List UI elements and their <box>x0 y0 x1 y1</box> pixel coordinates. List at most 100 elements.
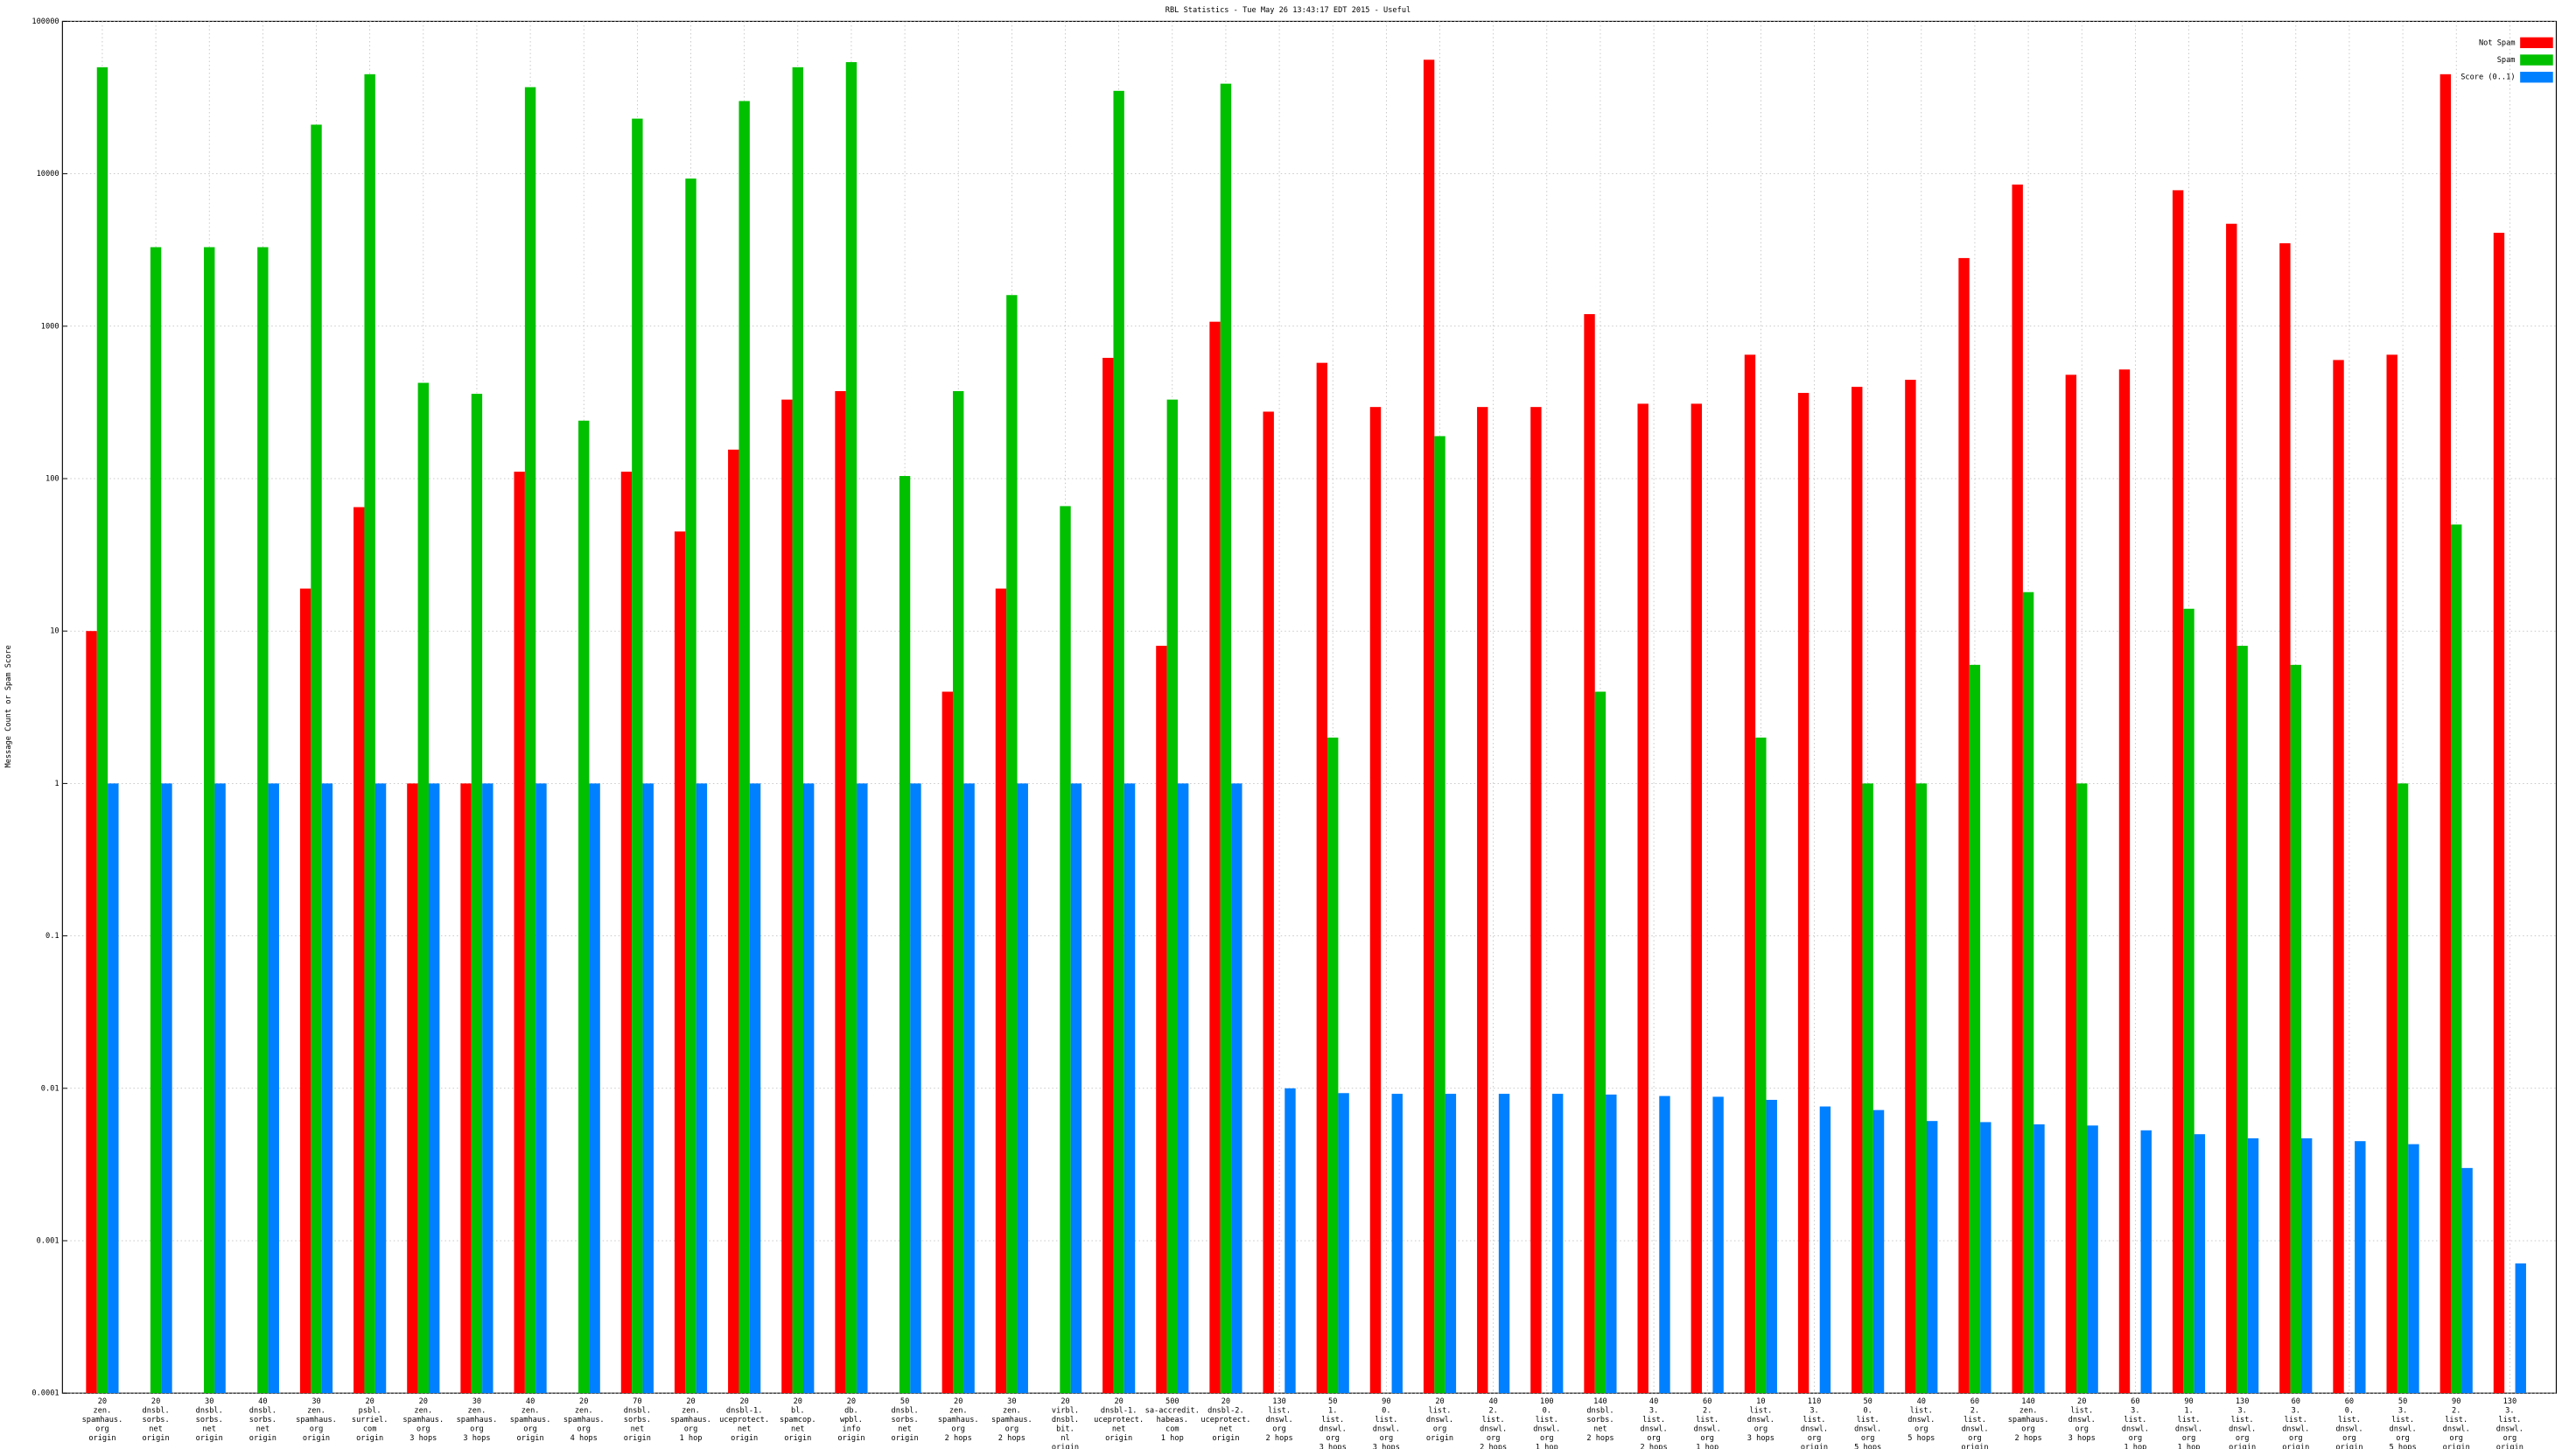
x-tick-label: 5 hops <box>1854 1444 1881 1449</box>
x-tick-label: list. <box>1964 1416 1986 1424</box>
x-tick-label: 20 <box>1114 1397 1123 1406</box>
x-tick-label: 20 <box>739 1397 748 1406</box>
bar <box>2386 354 2398 1394</box>
x-tick-label: zen. <box>414 1407 432 1416</box>
bar <box>1124 783 1136 1394</box>
x-tick-label: origin <box>2496 1444 2524 1449</box>
x-tick-label: 20 <box>365 1397 374 1406</box>
x-tick-label: sorbs. <box>196 1416 223 1424</box>
bar <box>1209 321 1221 1394</box>
x-tick-label: list. <box>2338 1416 2361 1424</box>
bar <box>2226 223 2237 1394</box>
bar <box>642 783 654 1394</box>
bar <box>2140 1130 2152 1394</box>
x-tick-label: 50 <box>900 1397 909 1406</box>
bar <box>2247 1138 2259 1394</box>
x-tick-label: 2 hops <box>1641 1444 1668 1449</box>
legend-swatch <box>2520 54 2553 66</box>
x-tick-label: dnswl. <box>2282 1425 2309 1434</box>
x-tick-label: 30 <box>205 1397 214 1406</box>
x-tick-label: list. <box>2285 1416 2307 1424</box>
bar <box>1263 411 1274 1394</box>
x-tick-label: dnswl. <box>2335 1425 2362 1434</box>
bar <box>1958 257 1970 1394</box>
x-tick-label: 3 hops <box>410 1434 437 1443</box>
x-tick-label: 3 hops <box>1747 1434 1774 1443</box>
x-tick-label: origin <box>837 1434 864 1443</box>
legend-label: Spam <box>2497 56 2516 65</box>
bar <box>1113 90 1124 1394</box>
x-tick-label: 30 <box>472 1397 481 1406</box>
x-tick-label: list. <box>1482 1416 1505 1424</box>
bar <box>1477 407 1488 1394</box>
x-tick-label: 3. <box>2292 1407 2300 1416</box>
x-tick-label: list. <box>2231 1416 2254 1424</box>
y-tick-label: 10000 <box>37 170 60 178</box>
x-tick-label: net <box>631 1425 645 1434</box>
x-tick-label: 20 <box>579 1397 588 1406</box>
x-tick-label: db. <box>844 1407 858 1416</box>
bar <box>963 783 975 1394</box>
x-tick-label: org <box>2289 1434 2303 1443</box>
x-tick-label: 40 <box>1917 1397 1926 1406</box>
x-tick-label: 50 <box>2398 1397 2407 1406</box>
x-tick-label: spamcop. <box>780 1416 816 1424</box>
x-tick-label: org <box>2503 1434 2517 1443</box>
x-tick-label: 20 <box>794 1397 802 1406</box>
chart-title: RBL Statistics - Tue May 26 13:43:17 EDT… <box>1166 6 1410 15</box>
x-tick-label: 1 hop <box>2178 1444 2201 1449</box>
x-tick-label: 140 <box>2021 1397 2035 1406</box>
x-tick-label: org <box>1433 1425 1447 1434</box>
x-tick-label: 2. <box>1970 1407 1979 1416</box>
x-tick-label: 3. <box>1649 1407 1658 1416</box>
x-tick-label: origin <box>249 1434 276 1443</box>
bar <box>2022 592 2034 1394</box>
x-tick-label: net <box>256 1425 270 1434</box>
bar <box>514 472 525 1394</box>
x-tick-label: 60 <box>1703 1397 1712 1406</box>
x-tick-label: list. <box>2124 1416 2146 1424</box>
x-tick-label: 1 hop <box>1536 1444 1558 1449</box>
x-tick-label: uceprotect. <box>719 1416 769 1424</box>
x-tick-label: org <box>1700 1434 1714 1443</box>
bar <box>2076 783 2088 1394</box>
x-tick-label: 110 <box>1808 1397 1822 1406</box>
x-tick-label: org <box>2449 1434 2463 1443</box>
x-tick-label: 40 <box>1488 1397 1497 1406</box>
bar <box>2461 1167 2473 1394</box>
bar <box>1969 664 1981 1394</box>
x-tick-label: list. <box>1910 1407 1933 1416</box>
y-tick-label: 1000 <box>41 322 60 331</box>
x-tick-label: 3. <box>2237 1407 2246 1416</box>
x-tick-label: org <box>1005 1425 1019 1434</box>
x-tick-label: uceprotect. <box>1200 1416 1250 1424</box>
bar <box>1690 403 1703 1394</box>
x-tick-label: 60 <box>2345 1397 2354 1406</box>
x-tick-label: spamhaus. <box>670 1416 711 1424</box>
x-tick-label: dnsbl-1. <box>726 1407 763 1416</box>
bar <box>578 420 590 1394</box>
bar <box>2012 184 2023 1394</box>
bar <box>2087 1125 2098 1394</box>
x-tick-label: habeas. <box>1157 1416 1188 1424</box>
bar <box>1017 783 1028 1394</box>
x-tick-label: 20 <box>1222 1397 1230 1406</box>
x-tick-label: org <box>1272 1425 1286 1434</box>
bar <box>802 783 815 1394</box>
x-tick-label: org <box>523 1425 537 1434</box>
legend-swatch <box>2520 72 2553 83</box>
x-tick-label: dnsbl-2. <box>1208 1407 1244 1416</box>
bar <box>1498 1094 1510 1394</box>
x-tick-label: sorbs. <box>249 1416 276 1424</box>
x-tick-label: list. <box>1749 1407 1772 1416</box>
x-tick-label: origin <box>517 1434 544 1443</box>
x-tick-label: dnswl. <box>2068 1416 2096 1424</box>
x-tick-label: spamhaus. <box>564 1416 605 1424</box>
x-tick-label: 60 <box>2131 1397 2139 1406</box>
x-tick-label: net <box>149 1425 163 1434</box>
bar <box>1551 1094 1564 1394</box>
x-tick-label: 40 <box>526 1397 535 1406</box>
x-tick-label: 40 <box>258 1397 267 1406</box>
x-tick-label: 140 <box>1593 1397 1607 1406</box>
x-tick-label: spamhaus. <box>510 1416 551 1424</box>
